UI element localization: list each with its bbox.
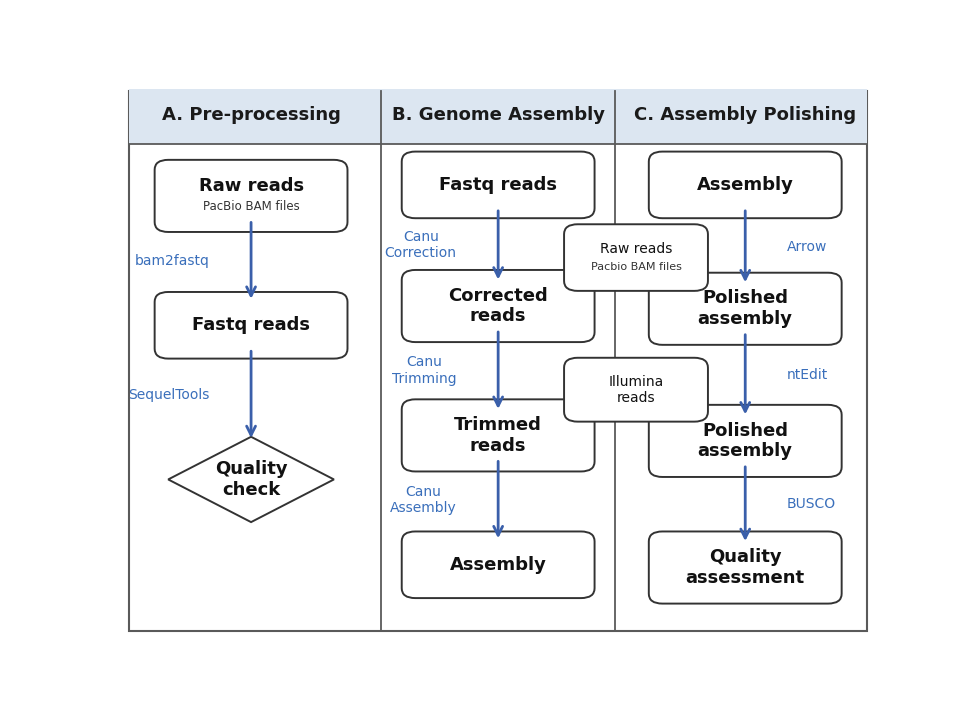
FancyBboxPatch shape — [129, 89, 381, 144]
FancyBboxPatch shape — [381, 89, 615, 144]
FancyBboxPatch shape — [615, 89, 867, 144]
FancyBboxPatch shape — [155, 292, 348, 359]
FancyBboxPatch shape — [649, 152, 842, 218]
Text: bam2fastq: bam2fastq — [135, 254, 210, 267]
Text: SequelTools: SequelTools — [128, 388, 210, 402]
FancyBboxPatch shape — [649, 531, 842, 603]
FancyBboxPatch shape — [649, 405, 842, 477]
FancyBboxPatch shape — [129, 92, 867, 631]
Text: Canu
Trimming: Canu Trimming — [392, 355, 457, 385]
Text: Corrected
reads: Corrected reads — [448, 287, 548, 325]
Text: ntEdit: ntEdit — [786, 368, 828, 382]
Text: Fastq reads: Fastq reads — [192, 316, 310, 335]
Text: Assembly: Assembly — [450, 556, 546, 573]
Text: Fastq reads: Fastq reads — [439, 176, 557, 194]
Text: B. Genome Assembly: B. Genome Assembly — [392, 106, 605, 124]
Text: Arrow: Arrow — [786, 240, 827, 254]
Text: Trimmed
reads: Trimmed reads — [454, 416, 542, 455]
Text: Assembly: Assembly — [697, 176, 794, 194]
Text: BUSCO: BUSCO — [786, 497, 836, 511]
FancyBboxPatch shape — [564, 225, 708, 291]
FancyBboxPatch shape — [564, 358, 708, 422]
Text: Pacbio BAM files: Pacbio BAM files — [591, 262, 681, 272]
FancyBboxPatch shape — [401, 152, 595, 218]
Text: Raw reads: Raw reads — [600, 242, 673, 256]
Text: A. Pre-processing: A. Pre-processing — [161, 106, 340, 124]
FancyBboxPatch shape — [649, 272, 842, 345]
Text: Quality
assessment: Quality assessment — [685, 548, 805, 587]
Text: Polished
assembly: Polished assembly — [698, 290, 793, 328]
FancyBboxPatch shape — [401, 400, 595, 471]
Text: Canu
Correction: Canu Correction — [385, 230, 457, 260]
Polygon shape — [168, 437, 334, 522]
Text: PacBio BAM files: PacBio BAM files — [203, 200, 299, 213]
Text: Polished
assembly: Polished assembly — [698, 422, 793, 460]
Text: C. Assembly Polishing: C. Assembly Polishing — [634, 106, 856, 124]
FancyBboxPatch shape — [401, 531, 595, 598]
FancyBboxPatch shape — [401, 270, 595, 342]
Text: Raw reads: Raw reads — [198, 177, 303, 195]
Text: Quality
check: Quality check — [215, 460, 288, 499]
FancyBboxPatch shape — [155, 160, 348, 232]
Text: Canu
Assembly: Canu Assembly — [390, 485, 457, 515]
Text: Illumina
reads: Illumina reads — [608, 375, 664, 405]
